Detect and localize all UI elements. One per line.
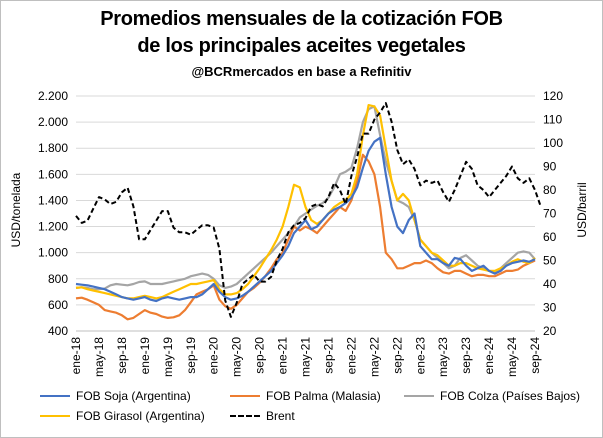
series-line-3 xyxy=(75,103,536,300)
y2-tick-label: 20 xyxy=(543,324,557,338)
legend-item: FOB Colza (Países Bajos) xyxy=(404,389,580,403)
y2-tick-label: 80 xyxy=(543,183,557,197)
x-tick-label: ene-22 xyxy=(344,337,358,375)
legend-item: Brent xyxy=(230,409,295,423)
y2-tick-label: 70 xyxy=(543,207,557,221)
legend-swatch xyxy=(230,395,260,397)
left-axis-ticks: 2.200 2.000 1.800 1.600 1.400 1.200 1.000 800 60… xyxy=(38,89,68,338)
legend-item: FOB Girasol (Argentina) xyxy=(40,409,205,423)
legend-swatch xyxy=(230,415,260,417)
y-tick-label: 400 xyxy=(48,324,68,338)
left-axis-label: USD/tonelada xyxy=(9,172,23,247)
y2-tick-label: 100 xyxy=(543,136,563,150)
x-tick-label: ene-24 xyxy=(482,337,496,375)
x-tick-label: sep-24 xyxy=(528,337,542,374)
x-tick-label: sep-21 xyxy=(321,337,335,374)
legend-label: FOB Colza (Países Bajos) xyxy=(440,389,581,403)
y2-tick-label: 120 xyxy=(543,89,563,103)
x-tick-label: may-20 xyxy=(230,337,244,377)
x-tick-label: ene-21 xyxy=(276,337,290,375)
chart-title: Promedios mensuales de la cotización FOB xyxy=(100,8,503,30)
legend-swatch xyxy=(40,415,70,417)
legend-swatch xyxy=(404,395,434,397)
x-tick-label: sep-19 xyxy=(184,337,198,374)
x-tick-label: may-24 xyxy=(505,337,519,377)
x-tick-label: sep-20 xyxy=(253,337,267,374)
gridlines xyxy=(76,95,535,332)
x-tick-label: ene-19 xyxy=(138,337,152,375)
series-line-1 xyxy=(75,153,536,321)
x-tick-label: may-21 xyxy=(299,337,313,377)
x-axis-ticks: ene-18 may-18 sep-18 ene-19 may-19 sep-19 ene-… xyxy=(69,337,542,377)
y-tick-label: 1.400 xyxy=(38,193,68,207)
legend-label: FOB Palma (Malasia) xyxy=(266,389,381,403)
y2-tick-label: 30 xyxy=(543,301,557,315)
x-tick-label: ene-23 xyxy=(413,337,427,375)
y2-tick-label: 60 xyxy=(543,230,557,244)
legend-label: Brent xyxy=(266,409,295,423)
y-tick-label: 2.000 xyxy=(38,115,68,129)
y2-tick-label: 90 xyxy=(543,160,557,174)
legend-label: FOB Girasol (Argentina) xyxy=(76,409,205,423)
y-tick-label: 1.600 xyxy=(38,167,68,181)
x-tick-label: sep-22 xyxy=(390,337,404,374)
y-tick-label: 2.200 xyxy=(38,89,68,103)
chart-title-line2: de los principales aceites vegetales xyxy=(137,35,466,57)
series-lines xyxy=(75,102,542,321)
y-tick-label: 1.000 xyxy=(38,246,68,260)
y-tick-label: 1.200 xyxy=(38,220,68,234)
x-tick-label: ene-20 xyxy=(207,337,221,375)
y2-tick-label: 110 xyxy=(543,113,562,127)
chart-subtitle: @BCRmercados en base a Refinitiv xyxy=(191,64,412,79)
series-line-2 xyxy=(75,105,536,291)
y2-tick-label: 40 xyxy=(543,277,557,291)
y-tick-label: 1.800 xyxy=(38,141,68,155)
x-tick-label: ene-18 xyxy=(69,337,83,375)
right-axis-ticks: 120 110 100 90 80 70 60 50 40 30 20 xyxy=(543,89,563,338)
x-tick-label: sep-18 xyxy=(115,337,129,374)
legend-item: FOB Palma (Malasia) xyxy=(230,389,381,403)
x-tick-label: may-18 xyxy=(92,337,106,377)
x-tick-label: may-23 xyxy=(436,337,450,377)
y-tick-label: 800 xyxy=(48,272,68,286)
x-tick-label: may-19 xyxy=(161,337,175,377)
legend-swatch xyxy=(40,395,70,397)
series-line-4 xyxy=(75,102,542,318)
x-tick-label: may-22 xyxy=(367,337,381,377)
legend-label: FOB Soja (Argentina) xyxy=(76,389,191,403)
y-tick-label: 600 xyxy=(48,298,68,312)
series-line-0 xyxy=(75,136,536,303)
y2-tick-label: 50 xyxy=(543,254,557,268)
x-tick-label: sep-23 xyxy=(459,337,473,374)
legend-item: FOB Soja (Argentina) xyxy=(40,389,191,403)
right-axis-label: USD/barril xyxy=(575,182,589,237)
